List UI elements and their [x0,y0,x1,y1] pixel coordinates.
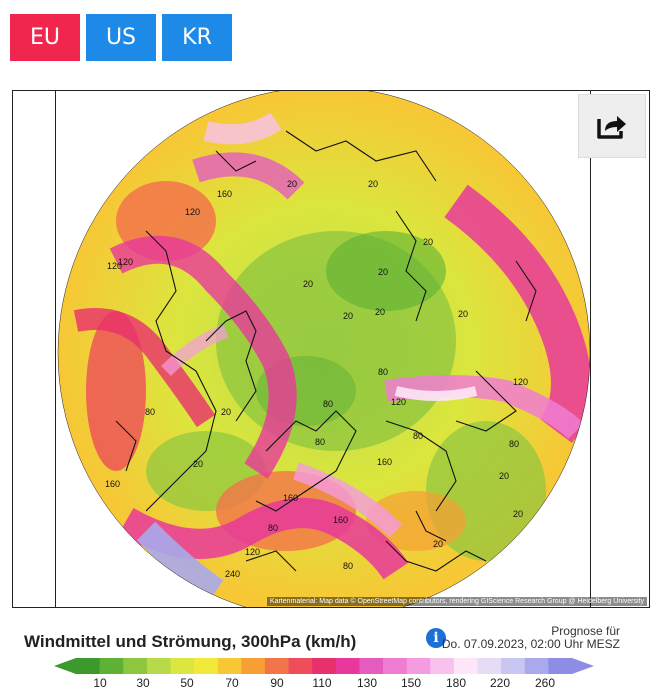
scale-label: 30 [136,676,150,690]
map-value-label: 160 [217,189,233,199]
share-button[interactable] [578,94,646,158]
scale-swatch [170,658,195,674]
scale-swatch [194,658,219,674]
map-value-label: 240 [225,569,241,579]
map-value-label: 20 [423,237,434,247]
scale-swatch [383,658,408,674]
scale-label: 50 [180,676,194,690]
map-value-label: 80 [323,399,334,409]
color-scale [54,658,594,674]
map-value-label: 20 [343,311,354,321]
tab-eu[interactable]: EU [10,14,80,61]
share-icon [597,116,626,139]
map-value-label: 80 [343,561,354,571]
map-viewport[interactable] [55,91,591,607]
prognose-label: Prognose für [551,624,620,638]
scale-swatch [524,658,549,674]
scale-swatch [406,658,431,674]
map-value-label: 80 [145,407,156,417]
map-value-label: 120 [118,257,134,267]
map-value-label: 80 [378,367,389,377]
map-value-label: 20 [378,267,389,277]
map-value-label: 20 [458,309,469,319]
map-frame[interactable]: Kartenmaterial: Map data © OpenStreetMap… [12,90,650,608]
scale-swatch [76,658,101,674]
scale-swatch [501,658,526,674]
scale-swatch [241,658,266,674]
prognose-date: Do. 07.09.2023, 02:00 Uhr MESZ [441,637,620,651]
map-value-label: 20 [375,307,386,317]
scale-swatch [99,658,124,674]
map-value-label: 20 [193,459,204,469]
map-value-label: 80 [413,431,424,441]
map-value-label: 20 [513,509,524,519]
info-icon[interactable]: i [426,628,446,648]
scale-swatch [359,658,384,674]
scale-swatch [312,658,337,674]
map-value-label: 20 [368,179,379,189]
map-value-label: 20 [287,179,298,189]
map-value-label: 80 [509,439,520,449]
scale-label: 220 [489,676,511,690]
map-value-label: 120 [107,261,123,271]
scale-label: 260 [534,676,556,690]
map-value-label: 120 [185,207,201,217]
scale-label: 150 [400,676,422,690]
tab-kr[interactable]: KR [162,14,232,61]
scale-label: 90 [270,676,284,690]
map-value-label: 160 [377,457,393,467]
scale-swatch [288,658,313,674]
scale-swatch [548,658,573,674]
map-value-label: 20 [499,471,510,481]
tab-us[interactable]: US [86,14,156,61]
map-value-label: 160 [333,515,349,525]
map-value-label: 120 [245,547,261,557]
scale-label: 70 [225,676,239,690]
map-value-label: 20 [303,279,314,289]
legend-title: Windmittel und Strömung, 300hPa (km/h) [24,632,357,651]
region-tabs: EU US KR [10,14,232,61]
scale-swatch [123,658,148,674]
scale-swatch [453,658,479,674]
scale-swatch [146,658,171,674]
map-value-label: 160 [283,493,299,503]
scale-label: 180 [445,676,467,690]
map-value-label: 160 [105,479,121,489]
map-value-label: 20 [221,407,232,417]
map-value-label: 120 [513,377,529,387]
wind-map [57,91,591,607]
scale-label: 130 [356,676,378,690]
scale-swatch [335,658,360,674]
map-value-label: 80 [315,437,326,447]
scale-swatch [217,658,242,674]
map-value-label: 20 [433,539,444,549]
map-value-label: 80 [268,523,279,533]
scale-label: 110 [312,676,332,690]
forecast-time: Prognose für Do. 07.09.2023, 02:00 Uhr M… [442,625,620,651]
scale-arrow-right [572,658,594,674]
legend: Windmittel und Strömung, 300hPa (km/h) i… [0,612,652,692]
scale-swatch [430,658,455,674]
scale-swatch [264,658,290,674]
map-attribution: Kartenmaterial: Map data © OpenStreetMap… [266,597,647,606]
scale-arrow-left [54,658,76,674]
scale-label: 10 [93,676,107,690]
scale-swatch [477,658,502,674]
map-value-label: 120 [391,397,407,407]
